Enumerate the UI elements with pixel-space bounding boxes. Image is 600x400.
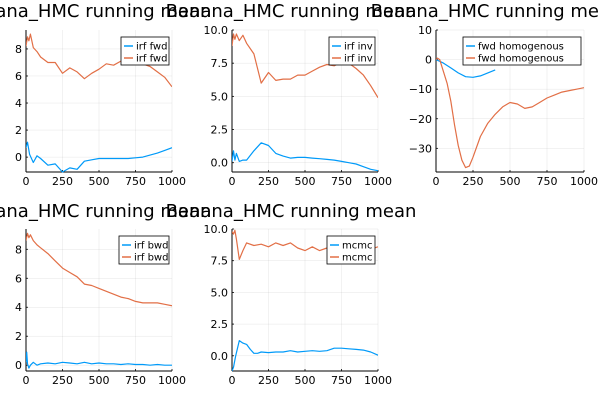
legend-box xyxy=(328,36,376,66)
y-tick-label: 5.0 xyxy=(211,90,229,103)
x-tick-label: 250 xyxy=(258,374,279,387)
series-line xyxy=(436,59,496,78)
y-tick-label: −10 xyxy=(409,83,432,96)
y-tick-label: 6 xyxy=(15,272,22,285)
subplot-title: Banana_HMC running mean xyxy=(166,1,417,22)
y-tick-label: −20 xyxy=(409,113,432,126)
series-line xyxy=(26,141,172,173)
legend-label: fwd homogenous xyxy=(478,54,564,65)
legend-box xyxy=(120,36,170,66)
x-tick-label: 500 xyxy=(89,374,110,387)
series-line xyxy=(26,232,172,307)
y-tick-label: 0 xyxy=(15,151,22,164)
legend-label: irf inv xyxy=(344,54,373,65)
subplot-3: 0 250 500 750 1000 −30 −20 −10 0 10 fwd homogenous… xyxy=(409,24,598,188)
y-tick-label: 6 xyxy=(15,70,22,83)
x-tick-label: 1000 xyxy=(570,175,598,188)
subplot-title: Banana_HMC running mean xyxy=(0,1,211,22)
x-tick-label: 0 xyxy=(23,175,30,188)
subplot-title: Banana_HMC running mean xyxy=(166,201,417,222)
x-tick-label: 500 xyxy=(295,175,316,188)
legend-label: irf bwd xyxy=(134,241,168,252)
y-tick-label: 10 xyxy=(418,24,432,37)
x-tick-label: 750 xyxy=(125,175,146,188)
legend-box xyxy=(326,235,376,265)
x-tick-label: 250 xyxy=(52,175,73,188)
y-tick-label: 10.0 xyxy=(204,24,229,37)
x-tick-label: 500 xyxy=(500,175,521,188)
legend-label: irf fwd xyxy=(136,42,167,53)
legend-label: irf inv xyxy=(344,42,373,53)
y-tick-label: 4 xyxy=(15,301,22,314)
y-tick-label: 0.0 xyxy=(211,157,229,170)
x-tick-label: 750 xyxy=(537,175,558,188)
legend-box xyxy=(118,235,170,265)
y-tick-label: 4 xyxy=(15,97,22,110)
x-tick-label: 750 xyxy=(125,374,146,387)
legend-label: fwd homogenous xyxy=(478,42,564,53)
y-tick-label: 7.5 xyxy=(211,255,229,268)
x-tick-label: 250 xyxy=(52,374,73,387)
series-line xyxy=(436,57,584,169)
x-tick-label: 0 xyxy=(433,175,440,188)
subplot-title: Banana_HMC running mean xyxy=(0,201,211,222)
subplot-title: Banana_HMC running mean xyxy=(371,1,600,22)
x-tick-label: 1000 xyxy=(158,175,186,188)
subplot-2: 0 250 500 750 1000 0.0 2.5 5.0 7.5 10.0 irf invirf… xyxy=(204,24,393,188)
y-tick-label: 0.0 xyxy=(211,350,229,363)
series-line xyxy=(232,142,378,172)
y-tick-label: 8 xyxy=(15,243,22,256)
legend-label: irf fwd xyxy=(136,54,167,65)
x-tick-label: 500 xyxy=(89,175,110,188)
legend-label: irf bwd xyxy=(134,253,168,264)
x-tick-label: 500 xyxy=(295,374,316,387)
series-line xyxy=(232,340,378,372)
y-tick-label: 2.5 xyxy=(211,124,229,137)
x-tick-label: 750 xyxy=(331,374,352,387)
x-tick-label: 0 xyxy=(229,175,236,188)
x-tick-label: 0 xyxy=(229,374,236,387)
legend-label: mcmc xyxy=(342,241,372,252)
y-tick-label: 5.0 xyxy=(211,286,229,299)
y-tick-label: 2.5 xyxy=(211,318,229,331)
x-tick-label: 250 xyxy=(463,175,484,188)
x-tick-label: 1000 xyxy=(364,175,392,188)
y-tick-label: −30 xyxy=(409,142,432,155)
x-tick-label: 1000 xyxy=(158,374,186,387)
x-tick-label: 1000 xyxy=(364,374,392,387)
legend-label: mcmc xyxy=(342,253,372,264)
y-tick-label: 0 xyxy=(425,54,432,67)
legend-box xyxy=(462,36,582,66)
series-line xyxy=(26,351,172,369)
y-tick-label: 2 xyxy=(15,330,22,343)
y-tick-label: 7.5 xyxy=(211,57,229,70)
x-tick-label: 0 xyxy=(23,374,30,387)
y-tick-label: 0 xyxy=(15,359,22,372)
y-tick-label: 2 xyxy=(15,124,22,137)
y-tick-label: 10.0 xyxy=(204,223,229,236)
y-tick-label: 8 xyxy=(15,43,22,56)
x-tick-label: 250 xyxy=(258,175,279,188)
x-tick-label: 750 xyxy=(331,175,352,188)
